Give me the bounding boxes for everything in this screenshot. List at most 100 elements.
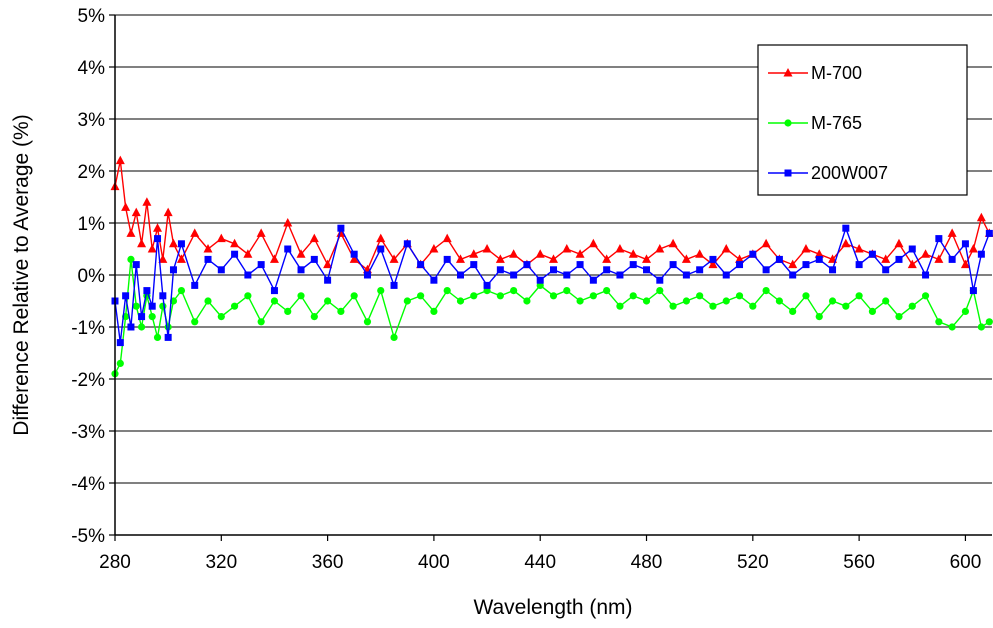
data-point [376,233,386,243]
y-tick-label: 3% [78,110,106,131]
data-point [154,235,162,243]
data-point [855,261,863,269]
legend: M-700 M-765 200W007 [757,44,968,196]
data-point [417,261,425,269]
data-point [681,254,691,263]
series-layer [110,155,993,378]
data-point [968,244,978,253]
data-point [177,287,186,295]
data-point [469,249,479,258]
legend-swatch-marker [783,68,793,77]
y-tick-label: 1% [78,214,106,235]
y-tick-label: 5% [78,6,106,27]
data-point [483,281,491,289]
data-point [563,287,571,295]
x-tick-label: 480 [631,552,663,573]
data-point [642,254,652,263]
data-point [389,254,399,263]
data-point [947,228,957,237]
data-point [176,254,186,263]
data-point [908,302,916,310]
data-point [523,261,531,269]
data-point [510,287,518,295]
x-axis-ticks: 280 320 360 400 440 480 520 560 600 [99,535,981,573]
data-point [417,292,425,300]
data-point [576,297,584,305]
data-point [132,261,140,269]
y-tick-label: -5% [71,526,105,547]
data-point [815,313,823,321]
data-point [977,250,985,258]
data-point [230,302,239,310]
data-point [934,254,944,263]
data-point [575,249,585,258]
y-tick-label: -2% [71,370,105,391]
data-point [216,233,226,243]
data-point [323,259,333,269]
data-point [204,297,212,305]
y-tick-label: -3% [71,422,105,443]
data-point [695,249,705,258]
data-point [801,244,811,253]
x-tick-label: 280 [99,552,131,573]
data-point [829,266,837,274]
data-point [762,287,770,295]
data-point [603,266,611,274]
data-point [722,271,730,279]
data-point [722,297,730,305]
data-point [403,240,411,248]
data-point [116,359,124,367]
y-axis-ticks: -5% -4% -3% -2% -1% 0% 1% 2% 3% 4% 5% [71,6,115,547]
data-point [297,266,305,274]
y-tick-label: -4% [71,474,105,495]
data-point [442,233,452,243]
data-point [749,302,757,310]
data-point [284,307,292,315]
data-point [509,249,519,258]
data-point [337,307,345,315]
x-tick-label: 520 [737,552,769,573]
data-point [164,333,172,341]
data-point [147,244,157,253]
data-point [802,261,810,269]
data-point [616,271,624,279]
data-point [270,297,279,305]
data-point [284,245,292,253]
data-point [350,250,358,258]
data-point [163,207,173,217]
series-200W007 [111,224,993,347]
data-point [324,297,332,305]
x-tick-label: 360 [312,552,344,573]
data-point [709,302,717,310]
data-point [669,261,677,269]
data-point [696,292,704,300]
data-point [137,238,147,248]
data-point [122,292,130,300]
data-point [191,281,199,289]
data-point [363,271,371,279]
data-point [127,255,135,263]
data-point [159,302,167,310]
data-point [470,261,478,269]
data-point [868,250,876,258]
data-point [243,249,253,258]
data-point [749,250,757,258]
data-point [708,259,718,269]
data-point [190,228,200,237]
data-point [153,223,163,232]
data-point [922,271,930,279]
data-point [696,266,704,274]
data-point [656,287,664,295]
data-point [177,240,185,248]
data-point [882,266,890,274]
data-point [881,254,891,263]
legend-box [757,44,968,196]
data-point [158,254,168,263]
data-point [643,266,651,274]
data-point [137,323,146,331]
data-point [961,307,970,315]
data-point [842,224,850,232]
legend-label: M-765 [811,113,862,133]
data-point [470,292,478,300]
data-point [148,313,156,321]
